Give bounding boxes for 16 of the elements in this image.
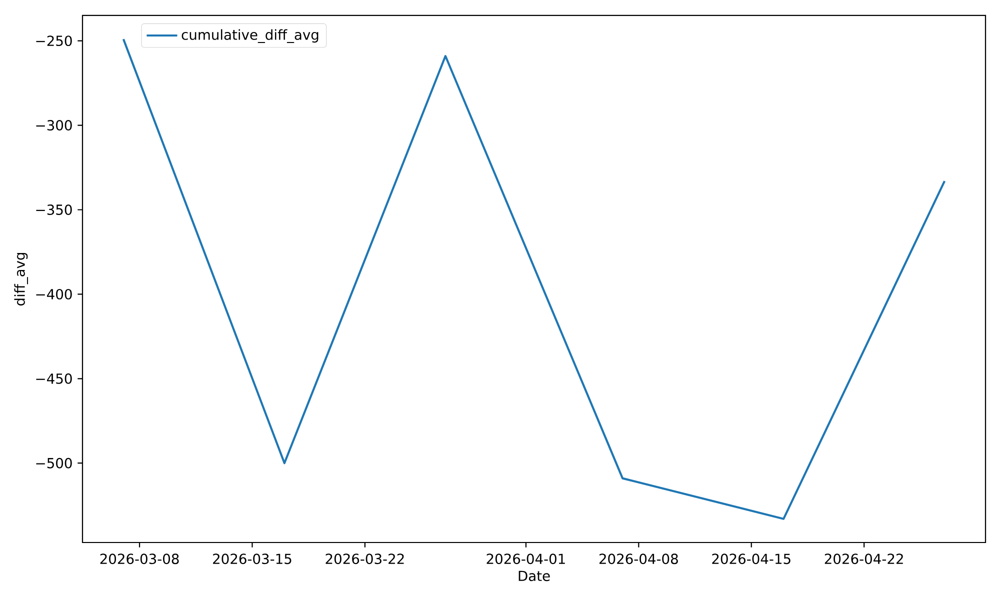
legend-label: cumulative_diff_avg xyxy=(182,29,318,43)
x-tick-label: 2026-03-08 xyxy=(100,554,179,564)
y-axis-title: diff_avg xyxy=(14,252,28,306)
x-tick-label: 2026-03-22 xyxy=(326,554,404,564)
y-tick-label: −400 xyxy=(36,288,72,300)
x-tick-label: 2026-04-15 xyxy=(712,554,790,564)
x-tick-label: 2026-04-01 xyxy=(486,554,565,564)
x-tick-label: 2026-03-15 xyxy=(213,554,292,564)
y-tick-label: −300 xyxy=(36,120,72,131)
y-tick-label: −500 xyxy=(36,458,72,468)
x-axis-title: Date xyxy=(518,570,550,582)
x-tick-label: 2026-04-22 xyxy=(824,554,903,564)
y-tick-label: −250 xyxy=(36,36,72,46)
x-tick-label: 2026-04-08 xyxy=(599,554,678,564)
y-tick-label: −450 xyxy=(36,373,72,384)
y-tick-label: −350 xyxy=(36,204,72,215)
